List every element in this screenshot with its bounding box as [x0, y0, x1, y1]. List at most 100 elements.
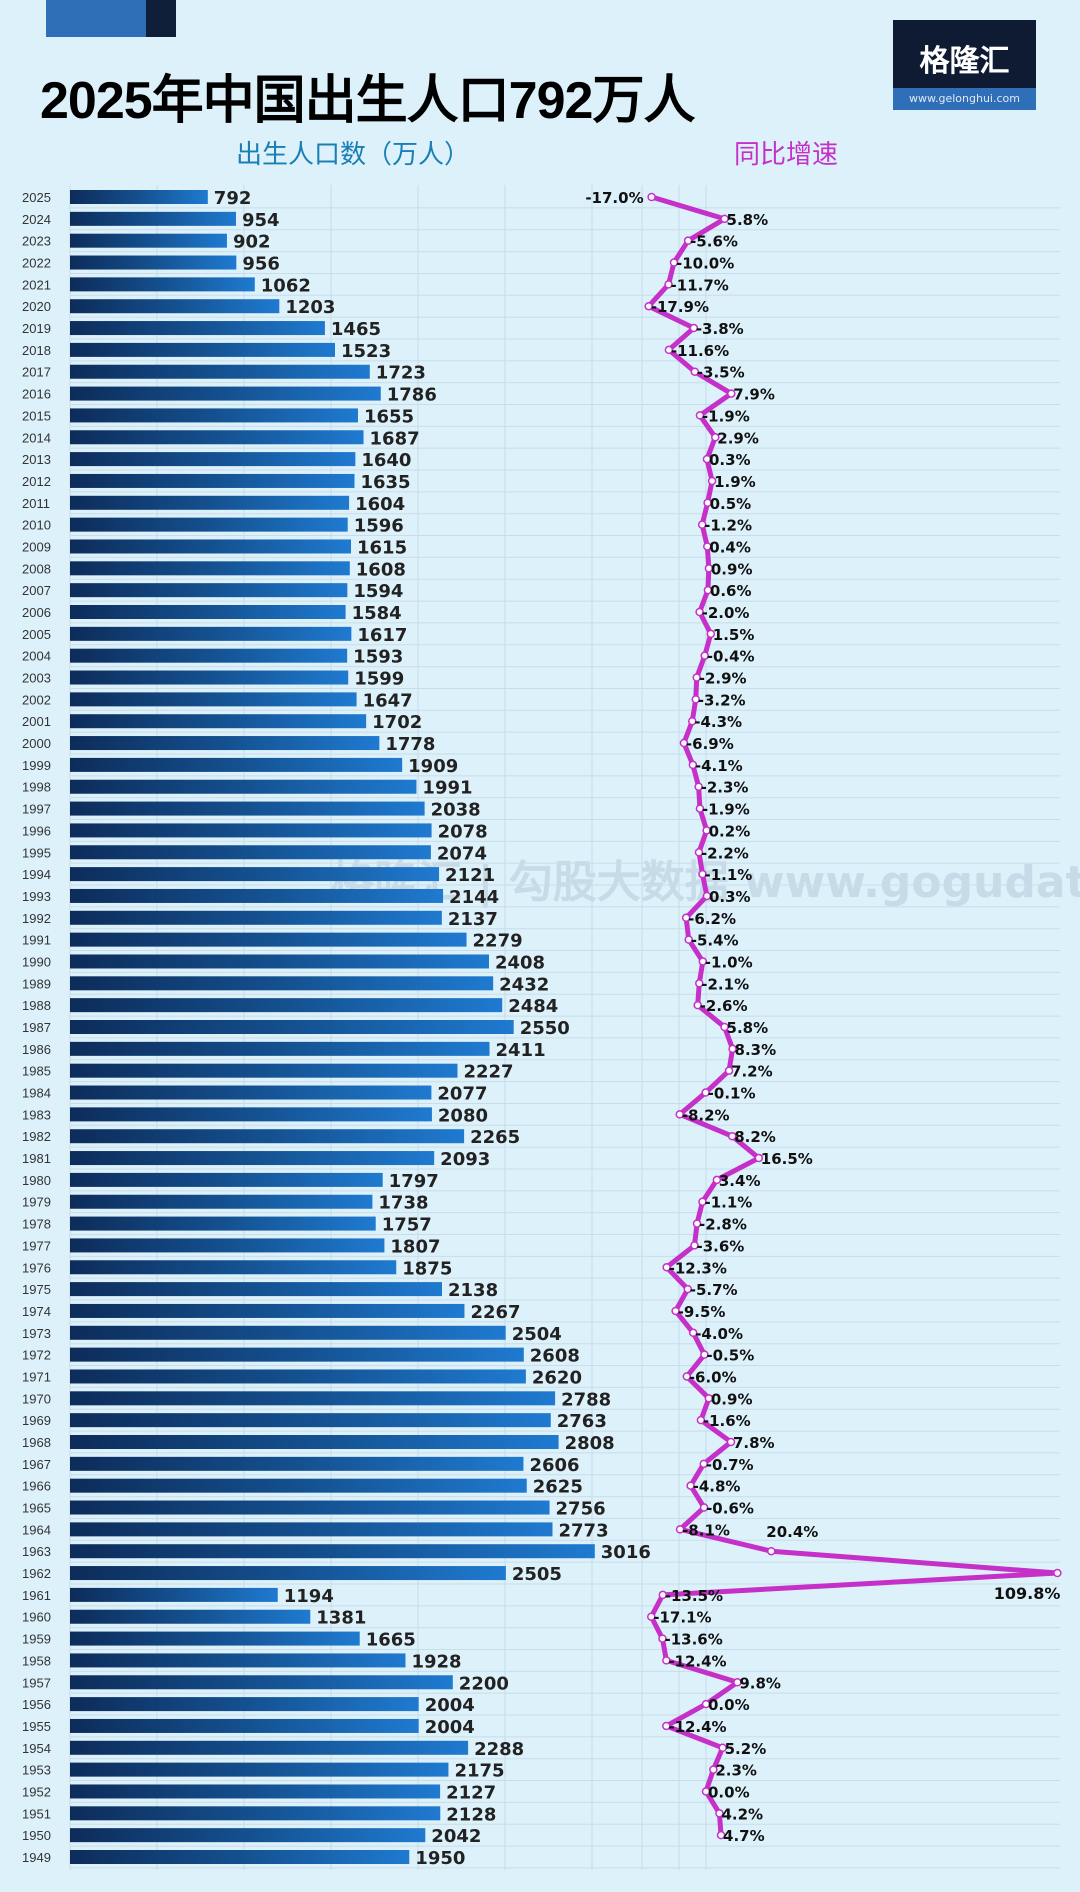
- year-tick-label: 1977: [22, 1238, 51, 1253]
- bar-value-label: 2504: [512, 1324, 562, 1345]
- bar-value-label: 1723: [376, 363, 426, 384]
- bar: [70, 845, 431, 860]
- bar: [70, 1631, 360, 1646]
- bar-series-label: 出生人口数（万人）: [236, 140, 471, 170]
- growth-point: [662, 1656, 671, 1665]
- bar: [70, 1216, 376, 1231]
- growth-point: [697, 520, 707, 529]
- growth-point: [711, 433, 720, 442]
- bar: [70, 233, 227, 248]
- growth-point: [683, 1284, 693, 1294]
- growth-value-label: -3.8%: [696, 320, 744, 338]
- growth-point: [702, 826, 711, 835]
- growth-point: [699, 1459, 709, 1469]
- growth-value-label: 9.8%: [739, 1674, 781, 1692]
- bar-value-label: 2227: [463, 1062, 513, 1083]
- bar-value-label: 1608: [356, 559, 406, 580]
- bar: [70, 714, 367, 729]
- bar: [70, 1260, 397, 1275]
- growth-value-label: -2.3%: [701, 779, 749, 797]
- growth-point: [733, 1678, 742, 1687]
- growth-value-label: 4.2%: [721, 1805, 763, 1823]
- growth-value-label: -0.4%: [707, 648, 755, 666]
- bar-value-label: 1635: [360, 472, 410, 493]
- year-tick-label: 1954: [22, 1741, 51, 1756]
- growth-value-label: -4.0%: [695, 1325, 743, 1343]
- logo-url: www.gelonghui.com: [893, 88, 1036, 110]
- year-tick-label: 2015: [22, 408, 51, 423]
- growth-value-label: -1.9%: [702, 407, 750, 425]
- bar: [70, 1413, 551, 1428]
- bar-value-label: 1991: [422, 778, 472, 799]
- bar: [70, 1456, 524, 1471]
- growth-point: [684, 935, 693, 944]
- growth-value-label: 7.2%: [731, 1063, 773, 1081]
- growth-value-label: -13.6%: [664, 1631, 722, 1649]
- year-tick-label: 2012: [22, 474, 51, 489]
- bar-value-label: 2788: [561, 1389, 611, 1410]
- bar: [70, 823, 432, 838]
- growth-value-label: -13.5%: [665, 1587, 723, 1605]
- bar: [70, 1544, 595, 1559]
- growth-point: [720, 1022, 729, 1032]
- year-tick-label: 2010: [22, 518, 51, 533]
- growth-value-label: -4.3%: [694, 713, 742, 731]
- bar-value-label: 2550: [520, 1018, 570, 1039]
- growth-point: [712, 1175, 722, 1185]
- bar: [70, 342, 336, 357]
- bar-value-label: 2137: [448, 909, 498, 930]
- growth-value-label: -12.4%: [668, 1652, 726, 1670]
- year-tick-label: 2016: [22, 387, 51, 402]
- growth-point: [699, 1503, 709, 1512]
- growth-point: [695, 411, 705, 420]
- year-tick-label: 2007: [22, 583, 51, 598]
- bar-value-label: 2625: [533, 1477, 583, 1498]
- bar: [70, 473, 355, 488]
- growth-point: [728, 1044, 737, 1054]
- growth-point: [686, 1481, 695, 1490]
- decoration-block-dark: [146, 0, 176, 37]
- growth-value-label: 0.4%: [709, 538, 751, 556]
- bar: [70, 1784, 441, 1799]
- growth-value-label: 0.9%: [711, 560, 753, 578]
- growth-point: [692, 1219, 702, 1228]
- year-tick-label: 1967: [22, 1457, 51, 1472]
- bar-value-label: 1465: [331, 319, 381, 340]
- year-tick-label: 1969: [22, 1413, 51, 1428]
- growth-value-label: -5.4%: [691, 932, 739, 950]
- growth-value-label: -1.6%: [703, 1412, 751, 1430]
- growth-point: [694, 848, 704, 857]
- growth-point: [701, 1787, 711, 1796]
- growth-value-label: 5.8%: [727, 1019, 769, 1037]
- bar: [70, 211, 236, 226]
- growth-value-label: 0.5%: [710, 495, 752, 513]
- year-tick-label: 1972: [22, 1348, 51, 1363]
- bar-value-label: 1194: [284, 1586, 334, 1607]
- bar-value-label: 956: [242, 254, 280, 275]
- year-tick-label: 1996: [22, 823, 51, 838]
- growth-point: [754, 1153, 764, 1163]
- growth-value-label: -0.7%: [706, 1456, 754, 1474]
- year-tick-label: 1956: [22, 1697, 51, 1712]
- growth-point: [644, 301, 653, 311]
- bar-value-label: 2121: [445, 865, 495, 886]
- bar-value-label: 2505: [512, 1564, 562, 1585]
- year-tick-label: 1985: [22, 1064, 51, 1079]
- bar-value-label: 2606: [529, 1455, 579, 1476]
- bar-value-label: 2267: [470, 1302, 520, 1323]
- bar: [70, 255, 237, 270]
- year-tick-label: 1962: [22, 1566, 51, 1581]
- bar-value-label: 2093: [440, 1149, 490, 1170]
- growth-point: [709, 1765, 718, 1774]
- growth-value-label: 2.3%: [715, 1762, 757, 1780]
- year-tick-label: 1981: [22, 1151, 51, 1166]
- growth-value-label: -6.0%: [689, 1368, 737, 1386]
- growth-point: [767, 1546, 776, 1556]
- growth-point: [715, 1809, 724, 1818]
- bar-value-label: 1599: [354, 669, 404, 690]
- bar-value-label: 2773: [559, 1520, 609, 1541]
- growth-point: [700, 1350, 709, 1359]
- growth-point: [658, 1634, 667, 1643]
- year-tick-label: 2021: [22, 277, 51, 292]
